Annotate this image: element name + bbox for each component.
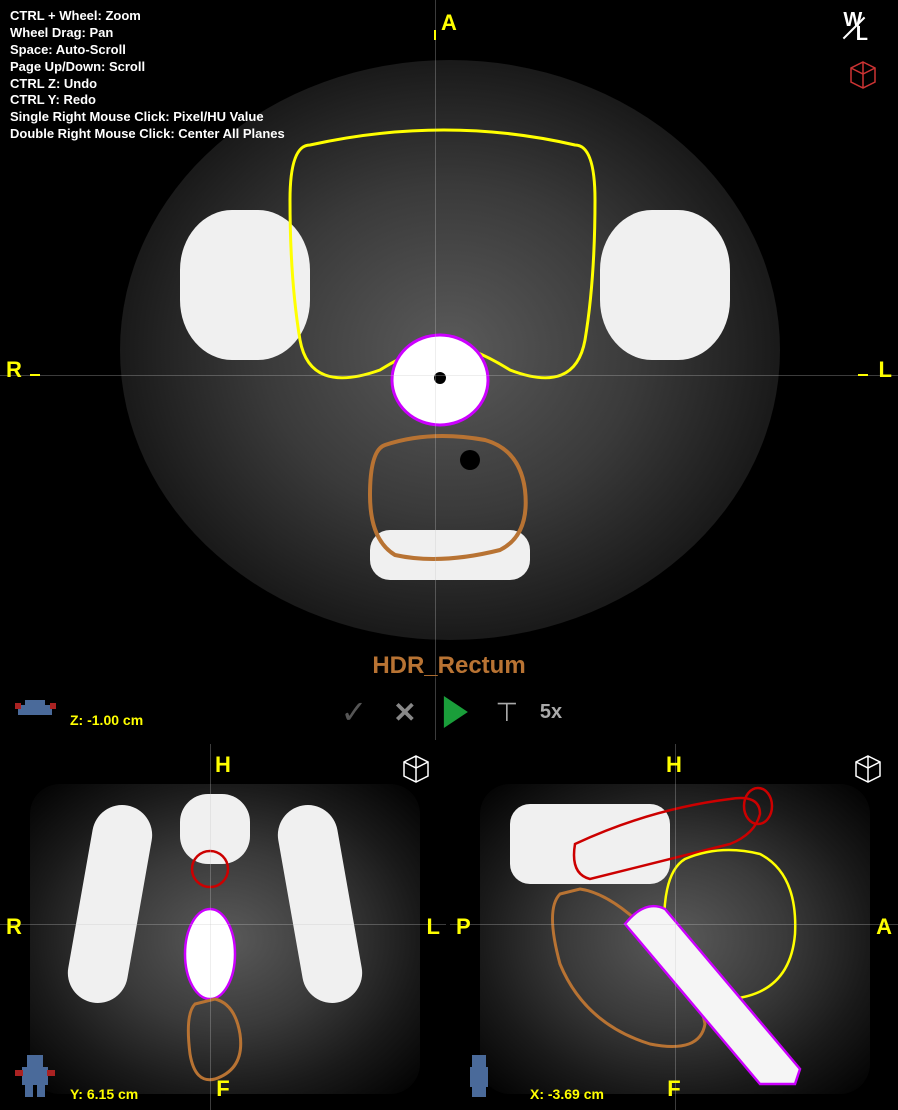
playback-toolbar: ✓ ✕ ⊤ 5x xyxy=(336,694,562,730)
accept-button[interactable]: ✓ xyxy=(336,694,372,730)
orient-foot: F xyxy=(216,1076,229,1102)
coronal-viewport[interactable]: H F R L Y: 6.15 cm xyxy=(0,744,446,1110)
help-line: CTRL Z: Undo xyxy=(10,76,285,93)
orient-head: H xyxy=(215,752,231,778)
slice-coord-x: X: -3.69 cm xyxy=(530,1086,604,1102)
help-line: Double Right Mouse Click: Center All Pla… xyxy=(10,126,285,143)
orient-posterior: P xyxy=(456,914,471,940)
orient-anterior: A xyxy=(441,10,457,36)
crosshair-h xyxy=(450,924,898,925)
orient-left: L xyxy=(879,357,892,383)
crosshair-v xyxy=(435,0,436,740)
sagittal-viewport[interactable]: H F P A X: -3.69 cm xyxy=(450,744,898,1110)
crosshair-h xyxy=(0,375,898,376)
help-line: CTRL Y: Redo xyxy=(10,92,285,109)
slice-coord-z: Z: -1.00 cm xyxy=(70,712,143,728)
cube-3d-icon[interactable] xyxy=(401,754,431,784)
patient-orientation-icon xyxy=(460,1050,500,1100)
crosshair-h xyxy=(0,924,446,925)
window-level-icon[interactable]: W L xyxy=(841,15,878,38)
tick xyxy=(858,374,868,376)
orient-right: R xyxy=(6,914,22,940)
cube-3d-icon[interactable] xyxy=(853,754,883,784)
speed-label[interactable]: 5x xyxy=(540,701,562,724)
help-line: Page Up/Down: Scroll xyxy=(10,59,285,76)
play-button[interactable] xyxy=(438,694,474,730)
help-overlay: CTRL + Wheel: Zoom Wheel Drag: Pan Space… xyxy=(10,8,285,143)
reject-button[interactable]: ✕ xyxy=(387,694,423,730)
structure-label: HDR_Rectum xyxy=(372,652,525,680)
tick xyxy=(30,374,40,376)
orient-right: R xyxy=(6,357,22,383)
help-line: Single Right Mouse Click: Pixel/HU Value xyxy=(10,109,285,126)
pin-button[interactable]: ⊤ xyxy=(489,694,525,730)
contours-coronal xyxy=(0,744,446,1110)
orient-anterior: A xyxy=(876,914,892,940)
axial-viewport[interactable]: CTRL + Wheel: Zoom Wheel Drag: Pan Space… xyxy=(0,0,898,740)
orient-head: H xyxy=(666,752,682,778)
tick xyxy=(434,30,436,40)
crosshair-v xyxy=(675,744,676,1110)
patient-orientation-icon xyxy=(10,690,60,730)
patient-orientation-icon xyxy=(10,1050,60,1100)
crosshair-v xyxy=(210,744,211,1110)
orient-left: L xyxy=(427,914,440,940)
help-line: Space: Auto-Scroll xyxy=(10,42,285,59)
contours-sagittal xyxy=(450,744,898,1110)
slice-coord-y: Y: 6.15 cm xyxy=(70,1086,138,1102)
help-line: Wheel Drag: Pan xyxy=(10,25,285,42)
orient-foot: F xyxy=(667,1076,680,1102)
cube-3d-icon[interactable] xyxy=(848,60,878,90)
help-line: CTRL + Wheel: Zoom xyxy=(10,8,285,25)
